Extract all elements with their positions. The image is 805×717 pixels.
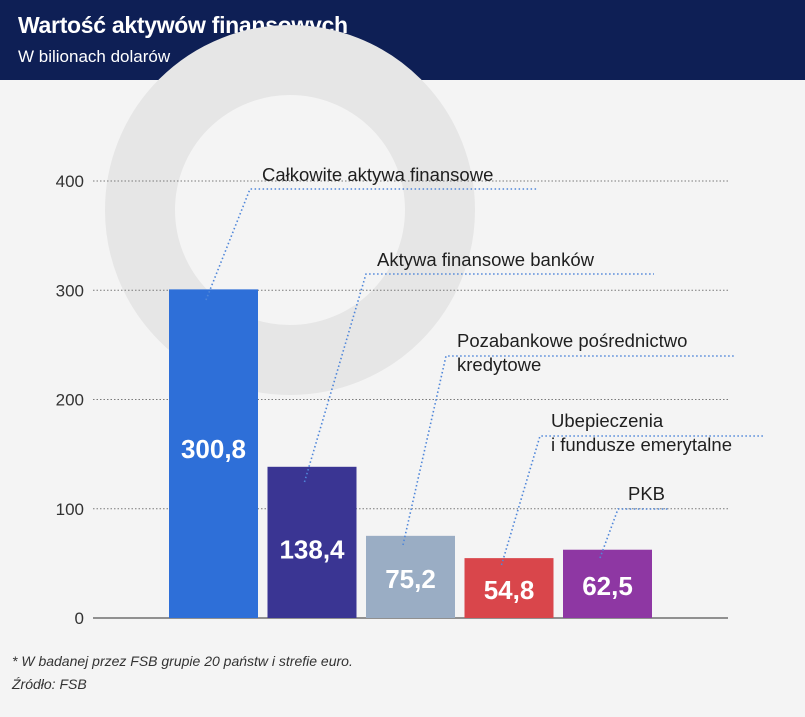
bar-value-label: 138,4 [279,534,345,564]
category-label: i fundusze emerytalne [551,434,732,455]
callout-leader [402,355,734,546]
bar [464,558,554,618]
y-tick-label: 200 [56,391,84,410]
watermark-logo [105,25,475,395]
category-label: PKB [628,483,665,504]
source-note: Źródło: FSB [12,676,87,692]
category-label: Ubepieczenia [551,410,664,431]
y-tick-label: 400 [56,172,84,191]
bar-value-label: 75,2 [385,564,436,594]
callout-leader [205,188,538,301]
y-tick-label: 0 [75,609,84,628]
bar-value-label: 300,8 [181,434,246,464]
callout-leader [599,508,668,559]
callout-leader [303,273,654,483]
bar-value-label: 54,8 [484,575,535,605]
bar [563,549,652,618]
bar-value-label: 62,5 [582,571,633,601]
chart-subtitle: W bilionach dolarów [18,47,171,66]
y-tick-label: 100 [56,500,84,519]
y-tick-label: 300 [56,281,84,300]
category-label: Aktywa finansowe banków [377,249,595,270]
bar [169,289,258,618]
category-label: Całkowite aktywa finansowe [262,164,493,185]
bar [366,535,455,618]
bar [267,466,357,618]
footnote: * W badanej przez FSB grupie 20 państw i… [12,653,353,669]
category-label: kredytowe [457,354,541,375]
category-label: Pozabankowe pośrednictwo [457,330,687,351]
callout-leader [500,435,764,566]
